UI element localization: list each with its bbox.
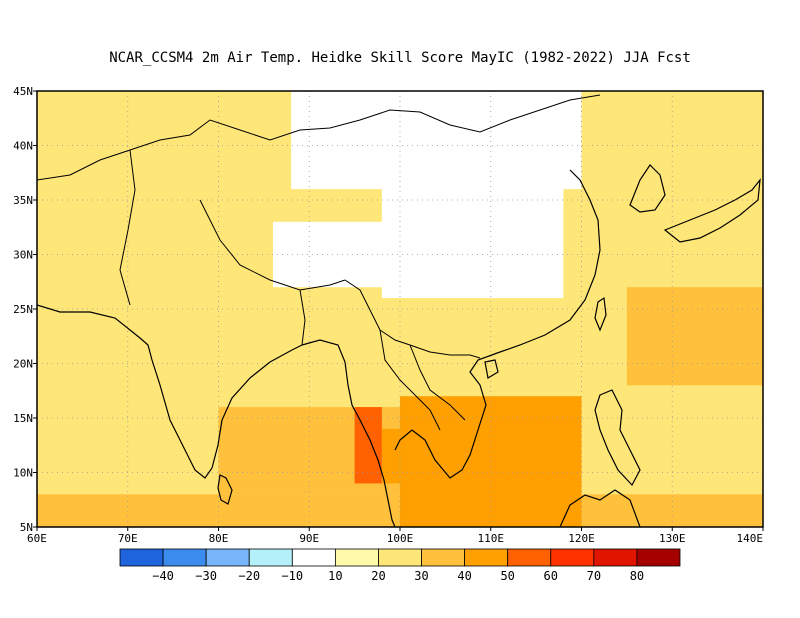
- colorbar-label: 20: [371, 569, 385, 583]
- japan-coastline: [663, 178, 761, 243]
- colorbar-swatch: [464, 548, 509, 567]
- lon-tick-label: 70E: [118, 532, 138, 545]
- lat-tick-label: 10N: [13, 467, 33, 480]
- axis-labels: 60E 70E 80E 90E 100E 110E 120E 130E 140E 5N 10N 15N…: [13, 85, 764, 545]
- colorbar-swatch: [636, 548, 681, 567]
- colorbar-swatch: [334, 548, 379, 567]
- colorbar-label: 10: [328, 569, 342, 583]
- indochina-coastline: [394, 169, 601, 479]
- lon-tick-label: 140E: [737, 532, 764, 545]
- lat-tick-label: 45N: [13, 85, 33, 98]
- colorbar-swatch: [507, 548, 552, 567]
- colorbar-label: 50: [500, 569, 514, 583]
- philippines-coastline: [594, 389, 641, 487]
- lat-tick-label: 25N: [13, 303, 33, 316]
- colorbar-label: −30: [195, 569, 217, 583]
- lat-tick-label: 15N: [13, 412, 33, 425]
- bengal-myanmar-coastline: [301, 339, 396, 527]
- colorbar-swatch: [378, 548, 422, 567]
- region-myanmar-coast: [354, 407, 382, 484]
- country-borders: [37, 94, 601, 431]
- taiwan-coastline: [594, 296, 607, 332]
- coastlines-and-borders: [37, 94, 761, 527]
- colorbar-label: 60: [544, 569, 558, 583]
- lat-tick-label: 30N: [13, 249, 33, 262]
- sri-lanka-coastline: [217, 474, 233, 505]
- colorbar-swatch: [162, 548, 207, 567]
- map-title: NCAR_CCSM4 2m Air Temp. Heidke Skill Sco…: [109, 50, 691, 66]
- lon-tick-label: 130E: [659, 532, 686, 545]
- lon-tick-label: 60E: [27, 532, 47, 545]
- colorbar-swatch: [248, 548, 293, 567]
- region-north-china: [381, 178, 564, 299]
- lon-tick-label: 110E: [478, 532, 505, 545]
- colorbar-swatch: [421, 548, 466, 567]
- colorbar-swatch: [119, 548, 164, 567]
- colorbar-label: 30: [414, 569, 428, 583]
- colorbar-label: 80: [630, 569, 644, 583]
- lon-tick-label: 120E: [568, 532, 595, 545]
- india-coastline: [37, 304, 303, 479]
- colorbar: −40 −30 −20 −10 10 20 30 40 50 60 70 80: [119, 548, 681, 583]
- lat-tick-label: 40N: [13, 140, 33, 153]
- region-tibet: [272, 221, 400, 288]
- colorbar-label: −10: [281, 569, 303, 583]
- lon-tick-label: 100E: [387, 532, 414, 545]
- lat-tick-label: 5N: [20, 521, 33, 534]
- lat-tick-label: 20N: [13, 358, 33, 371]
- colorbar-swatch: [291, 548, 336, 567]
- lon-tick-label: 80E: [209, 532, 229, 545]
- colorbar-label: 40: [457, 569, 471, 583]
- lon-tick-label: 90E: [299, 532, 319, 545]
- borneo-coastline: [559, 489, 641, 527]
- colorbar-swatch: [205, 548, 250, 567]
- colorbar-label: 70: [587, 569, 601, 583]
- region-mongolia: [291, 91, 582, 190]
- colorbar-swatch: [593, 548, 638, 567]
- graticule: [37, 91, 763, 527]
- colorbar-label: −20: [238, 569, 260, 583]
- lat-tick-label: 35N: [13, 194, 33, 207]
- region-west-pacific: [626, 287, 763, 386]
- colorbar-swatch: [550, 548, 595, 567]
- korea-coastline: [629, 164, 666, 213]
- hainan-coastline: [484, 359, 499, 379]
- region-indochina: [381, 428, 455, 484]
- colorbar-label: −40: [152, 569, 174, 583]
